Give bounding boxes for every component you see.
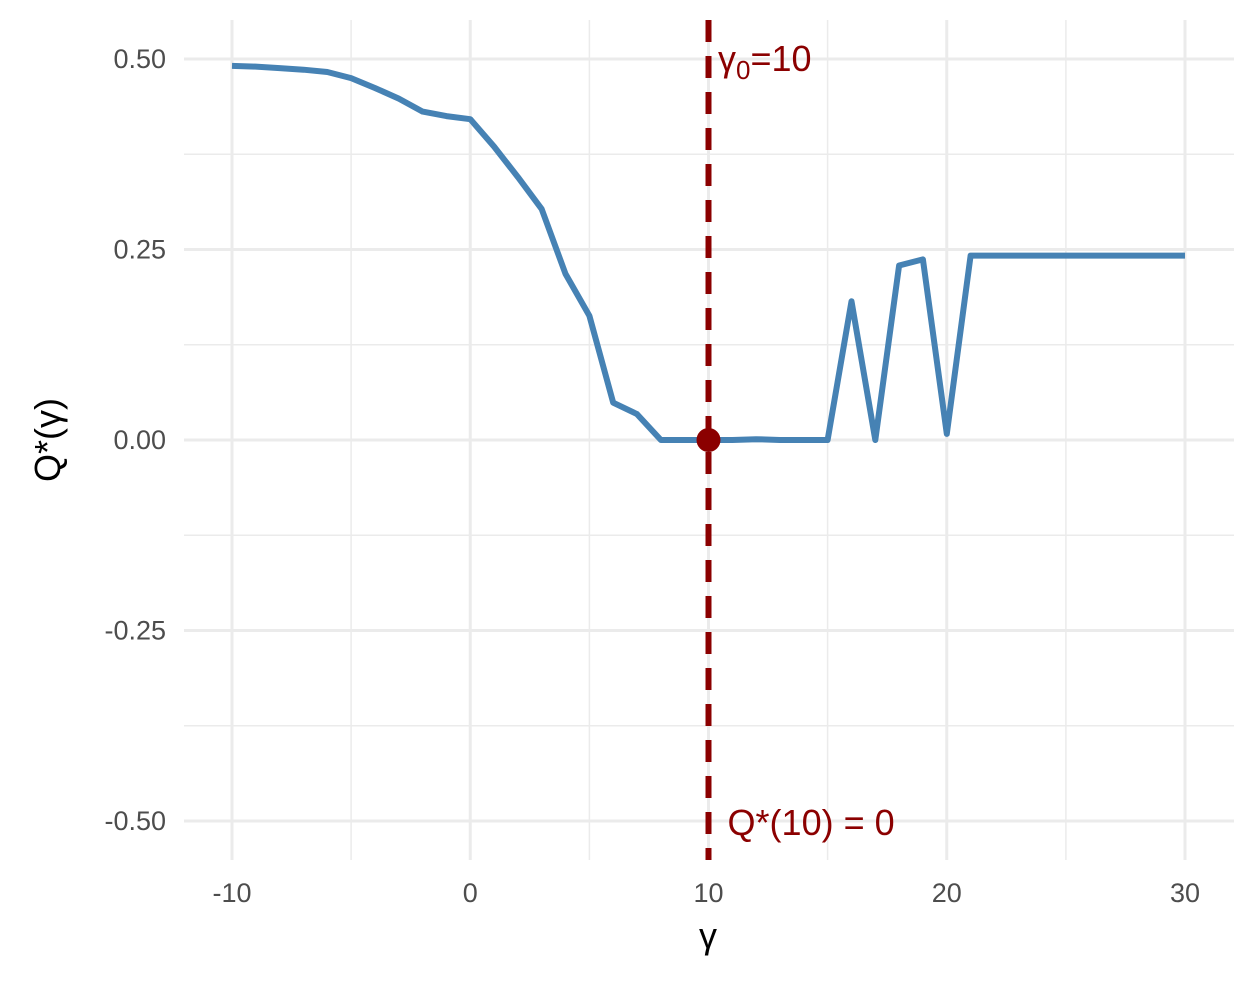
y-axis-title: Q*(γ) <box>27 398 68 482</box>
highlight-point <box>696 428 721 452</box>
y-tick-label: -0.25 <box>104 616 166 646</box>
y-tick-label: 0.00 <box>113 425 166 455</box>
y-axis-ticks: -0.50 -0.25 0.00 0.25 0.50 <box>104 44 166 836</box>
q-star-annotation: Q*(10) = 0 <box>728 802 895 843</box>
y-tick-label: -0.50 <box>104 806 166 836</box>
x-tick-label: 0 <box>463 878 478 908</box>
y-tick-label: 0.50 <box>113 44 166 74</box>
annotations: γ0=10 Q*(10) = 0 <box>718 38 895 843</box>
x-tick-label: 20 <box>932 878 962 908</box>
x-axis-ticks: -10 0 10 20 30 <box>212 878 1200 908</box>
highlight-point-layer <box>696 428 721 452</box>
x-tick-label: 10 <box>693 878 723 908</box>
gamma0-annotation: γ0=10 <box>718 38 812 85</box>
x-tick-label: -10 <box>212 878 251 908</box>
x-tick-label: 30 <box>1170 878 1200 908</box>
x-axis-title: γ <box>699 915 717 956</box>
y-tick-label: 0.25 <box>113 235 166 265</box>
